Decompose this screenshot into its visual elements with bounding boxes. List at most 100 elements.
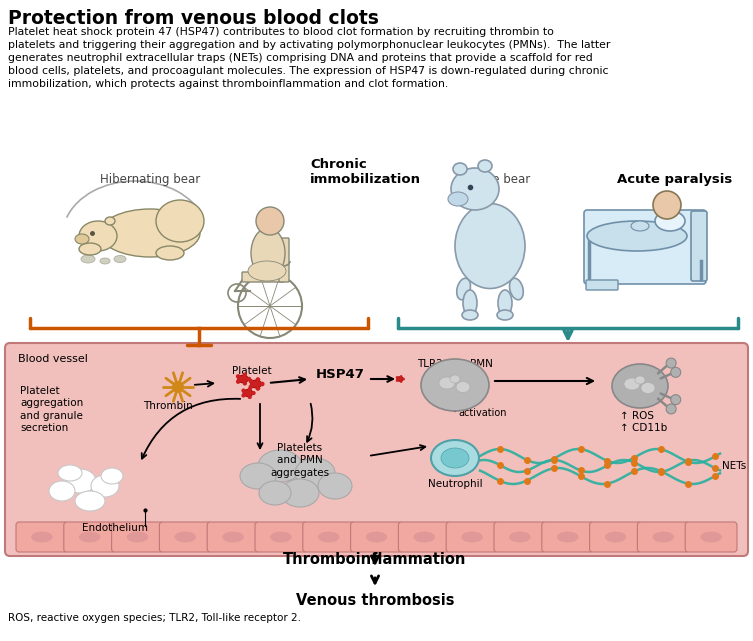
Text: ↑ ROS
↑ CD11b: ↑ ROS ↑ CD11b xyxy=(620,411,667,433)
Text: generates neutrophil extracellular traps (NETs) comprising DNA and proteins that: generates neutrophil extracellular traps… xyxy=(8,53,593,63)
Ellipse shape xyxy=(114,256,126,263)
FancyBboxPatch shape xyxy=(590,522,642,552)
Ellipse shape xyxy=(605,531,626,542)
Text: Acute paralysis: Acute paralysis xyxy=(617,173,732,186)
Ellipse shape xyxy=(431,440,479,476)
Ellipse shape xyxy=(281,479,319,507)
Ellipse shape xyxy=(498,290,512,316)
Ellipse shape xyxy=(240,463,276,489)
Ellipse shape xyxy=(441,448,469,468)
Ellipse shape xyxy=(641,383,655,394)
Text: NETs: NETs xyxy=(722,461,746,471)
Ellipse shape xyxy=(79,243,101,255)
Ellipse shape xyxy=(700,531,722,542)
FancyBboxPatch shape xyxy=(691,211,707,281)
Circle shape xyxy=(248,379,253,383)
Circle shape xyxy=(247,377,252,381)
Text: Thromboinflammation: Thromboinflammation xyxy=(283,553,467,567)
FancyBboxPatch shape xyxy=(279,238,289,282)
FancyBboxPatch shape xyxy=(351,522,402,552)
FancyBboxPatch shape xyxy=(111,522,163,552)
Ellipse shape xyxy=(175,531,196,542)
Ellipse shape xyxy=(243,390,253,397)
Text: Endothelium: Endothelium xyxy=(82,523,148,533)
Ellipse shape xyxy=(222,531,244,542)
Circle shape xyxy=(172,381,184,393)
Circle shape xyxy=(248,395,252,399)
FancyBboxPatch shape xyxy=(685,522,737,552)
Circle shape xyxy=(653,191,681,219)
Ellipse shape xyxy=(251,228,285,278)
Ellipse shape xyxy=(421,359,489,411)
Ellipse shape xyxy=(105,217,115,225)
Text: blood cells, platelets, and procoagulant molecules. The expression of HSP47 is d: blood cells, platelets, and procoagulant… xyxy=(8,66,608,76)
Ellipse shape xyxy=(100,258,110,264)
Text: Platelet heat shock protein 47 (HSP47) contributes to blood clot formation by re: Platelet heat shock protein 47 (HSP47) c… xyxy=(8,27,554,37)
Text: HSP47: HSP47 xyxy=(316,367,364,381)
Circle shape xyxy=(255,377,261,382)
Ellipse shape xyxy=(497,310,513,320)
FancyBboxPatch shape xyxy=(207,522,259,552)
Text: PMN: PMN xyxy=(470,359,493,369)
Text: Platelet
aggregation
and granule
secretion: Platelet aggregation and granule secreti… xyxy=(20,386,84,433)
Ellipse shape xyxy=(91,475,119,497)
Circle shape xyxy=(252,391,256,395)
Ellipse shape xyxy=(75,234,89,244)
Ellipse shape xyxy=(462,531,483,542)
Ellipse shape xyxy=(31,531,53,542)
Ellipse shape xyxy=(101,468,123,484)
Ellipse shape xyxy=(58,465,82,481)
Ellipse shape xyxy=(251,380,261,388)
Ellipse shape xyxy=(453,163,467,175)
Circle shape xyxy=(248,385,253,389)
Ellipse shape xyxy=(478,160,492,172)
Circle shape xyxy=(400,380,402,383)
Circle shape xyxy=(671,395,681,404)
Circle shape xyxy=(255,386,261,391)
Circle shape xyxy=(236,374,240,379)
FancyBboxPatch shape xyxy=(16,522,68,552)
Text: Venous thrombosis: Venous thrombosis xyxy=(296,593,454,608)
Circle shape xyxy=(666,358,676,368)
Ellipse shape xyxy=(295,458,335,488)
Ellipse shape xyxy=(655,211,685,231)
Ellipse shape xyxy=(248,261,286,281)
FancyBboxPatch shape xyxy=(584,210,706,284)
Ellipse shape xyxy=(49,481,75,501)
Ellipse shape xyxy=(270,531,291,542)
Circle shape xyxy=(236,379,240,384)
Text: ROS, reactive oxygen species; TLR2, Toll-like receptor 2.: ROS, reactive oxygen species; TLR2, Toll… xyxy=(8,613,301,623)
Ellipse shape xyxy=(127,531,148,542)
Circle shape xyxy=(396,376,398,379)
Text: TLR2: TLR2 xyxy=(417,359,443,369)
Ellipse shape xyxy=(156,246,184,260)
Ellipse shape xyxy=(455,203,525,288)
Circle shape xyxy=(260,381,264,387)
Text: platelets and triggering their aggregation and by activating polymorphonuclear l: platelets and triggering their aggregati… xyxy=(8,40,611,50)
Ellipse shape xyxy=(79,531,100,542)
FancyBboxPatch shape xyxy=(303,522,355,552)
FancyBboxPatch shape xyxy=(242,272,284,282)
Circle shape xyxy=(666,404,676,414)
Text: Chronic
immobilization: Chronic immobilization xyxy=(310,158,421,186)
Circle shape xyxy=(242,372,247,377)
Circle shape xyxy=(242,388,245,393)
FancyBboxPatch shape xyxy=(398,522,450,552)
FancyBboxPatch shape xyxy=(586,280,618,290)
Text: PMN
activation: PMN activation xyxy=(458,396,507,418)
Ellipse shape xyxy=(587,221,687,251)
FancyBboxPatch shape xyxy=(160,522,211,552)
Ellipse shape xyxy=(64,469,96,493)
Circle shape xyxy=(242,394,245,397)
Circle shape xyxy=(248,387,252,391)
Ellipse shape xyxy=(366,531,387,542)
FancyBboxPatch shape xyxy=(447,522,498,552)
Ellipse shape xyxy=(258,450,302,482)
Ellipse shape xyxy=(463,290,477,316)
Ellipse shape xyxy=(397,377,403,381)
Ellipse shape xyxy=(457,278,471,300)
Text: Platelets
and PMN
aggregates: Platelets and PMN aggregates xyxy=(270,443,330,478)
Ellipse shape xyxy=(557,531,578,542)
Ellipse shape xyxy=(456,381,470,392)
Circle shape xyxy=(671,367,681,378)
